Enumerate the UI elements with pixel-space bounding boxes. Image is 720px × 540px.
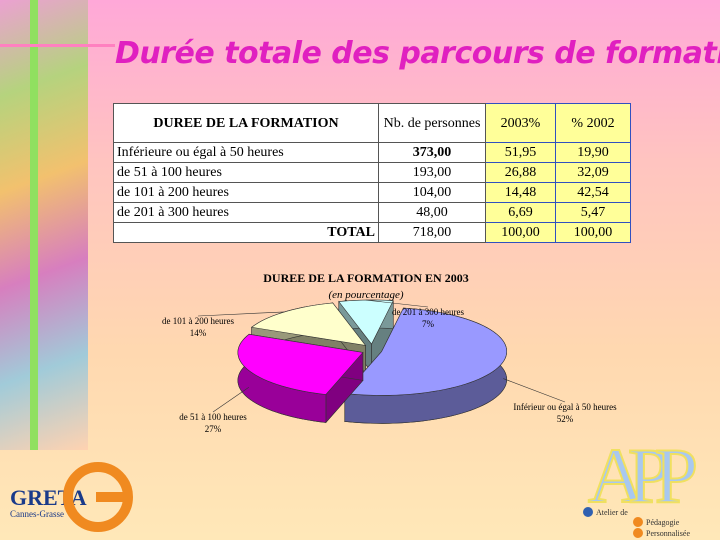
table-cell: TOTAL [113,222,379,243]
table-cell: 718,00 [378,222,486,243]
slice-value-label: 14% [190,328,207,338]
table-row: TOTAL 718,00 100,00 100,00 [113,222,631,243]
table-row: de 101 à 200 heures 104,00 14,48 42,54 [113,182,631,203]
slice-value-label: 27% [205,424,222,434]
pie-slice [237,333,364,424]
greta-place: Cannes-Grasse [10,509,64,519]
table-cell: DUREE DE LA FORMATION [113,103,379,143]
table-row: de 201 à 300 heures 48,00 6,69 5,47 [113,202,631,223]
table-row: de 51 à 100 heures 193,00 26,88 32,09 [113,162,631,183]
table-cell: 100,00 [485,222,556,243]
table-cell: 42,54 [555,182,631,203]
app-letters: APP [588,432,698,519]
app-logo: APP Atelier de Pédagogie Personnalisée [583,431,699,538]
table-cell: de 51 à 100 heures [113,162,379,183]
slice-top [250,302,367,346]
app-dot [633,517,643,527]
app-dot [633,528,643,538]
slice-label: de 51 à 100 heures [179,412,247,422]
slice-top [237,333,364,395]
table-cell: 100,00 [555,222,631,243]
slice-label: Inférieur ou égal à 50 heures [513,402,617,412]
table-cell: de 101 à 200 heures [113,182,379,203]
table-cell: 104,00 [378,182,486,203]
table-cell: 5,47 [555,202,631,223]
decor-bar [30,0,38,450]
slice-value-label: 7% [422,319,435,329]
table-row: Inférieure ou égal à 50 heures 373,00 51,9… [113,142,631,163]
leader-line [197,311,285,317]
decor-strip [0,0,88,450]
greta-logo: GRETA Cannes-Grasse [10,462,133,532]
decor-line [0,44,115,47]
table-cell: 26,88 [485,162,556,183]
table-cell: 2003% [485,103,556,143]
table-cell: 373,00 [378,142,486,163]
data-table: DUREE DE LA FORMATION Nb. de personnes 200… [113,103,631,243]
slide-title: Durée totale des parcours de formation [115,36,720,71]
app-line1: Atelier de [596,508,628,517]
app-line2: Pédagogie [646,518,680,527]
table-row: DUREE DE LA FORMATION Nb. de personnes 200… [113,103,631,143]
table-cell: de 201 à 300 heures [113,202,379,223]
slice-label: de 101 à 200 heures [162,316,234,326]
greta-bar [96,492,128,502]
chart-subtitle: (en pourcentage) [328,289,403,301]
greta-name: GRETA [10,485,87,510]
app-dot [583,507,593,517]
table-cell: % 2002 [555,103,631,143]
table-cell: Nb. de personnes [378,103,486,143]
leader-line [212,387,250,413]
table-cell: 32,09 [555,162,631,183]
slice-top [344,307,508,396]
leader-line [503,378,566,403]
table-cell: Inférieure ou égal à 50 heures [113,142,379,163]
chart-title: DUREE DE LA FORMATION EN 2003 [263,271,468,285]
leader-line [365,299,429,308]
table-cell: 51,95 [485,142,556,163]
slice-value-label: 52% [557,414,574,424]
slice-label: de 201 à 300 heures [392,307,464,317]
table-cell: 48,00 [378,202,486,223]
app-line3: Personnalisée [646,529,690,538]
